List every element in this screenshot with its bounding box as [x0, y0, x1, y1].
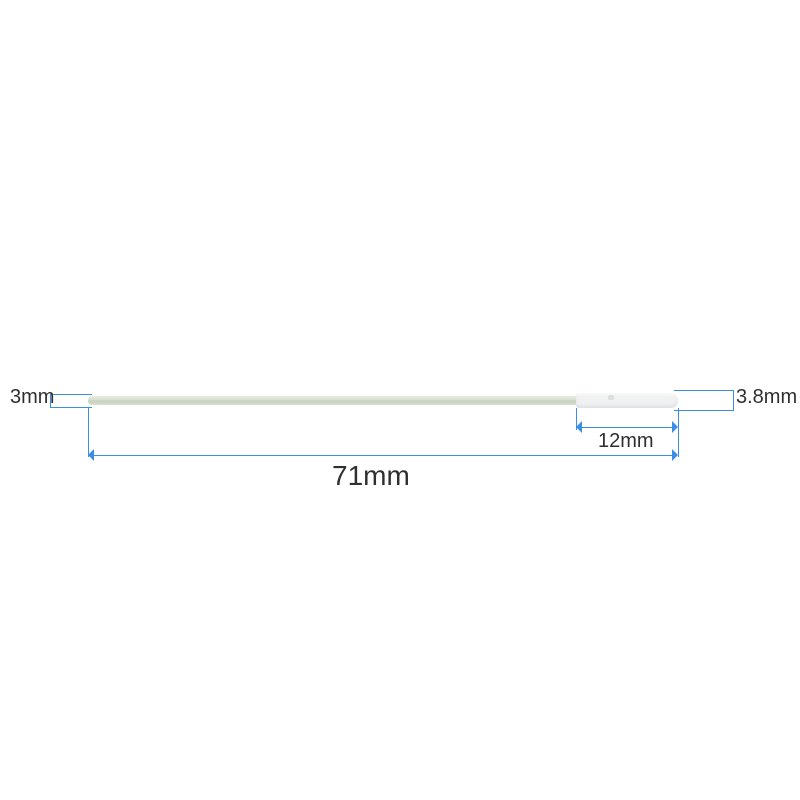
dim-total-arrow-right-icon — [672, 449, 678, 461]
dim-handle-bottom-line — [50, 407, 92, 408]
swab-stick — [88, 396, 586, 405]
dim-tip-len-arrow-left-icon — [576, 421, 582, 433]
dim-tip-len-label: 12mm — [598, 430, 654, 453]
dim-total-hline — [94, 455, 672, 456]
diagram-canvas: 3mm 3.8mm 12mm 71mm — [0, 0, 800, 800]
dim-tip-len-hline — [582, 427, 672, 428]
dim-tip-thk-bottom-line — [674, 410, 734, 411]
dim-handle-label: 3mm — [10, 386, 54, 409]
dim-total-label: 71mm — [332, 460, 410, 492]
dim-tip-thk-top-line — [674, 390, 734, 391]
dim-tip-len-right-ext — [678, 408, 679, 430]
swab-tip — [576, 393, 678, 408]
dim-tip-thk-label: 3.8mm — [736, 386, 797, 409]
dim-total-right-ext — [678, 430, 679, 457]
dim-total-arrow-left-icon — [88, 449, 94, 461]
dim-handle-top-line — [50, 394, 92, 395]
swab-tip-notch — [608, 395, 614, 400]
dim-tip-thk-right-tick — [733, 390, 734, 411]
